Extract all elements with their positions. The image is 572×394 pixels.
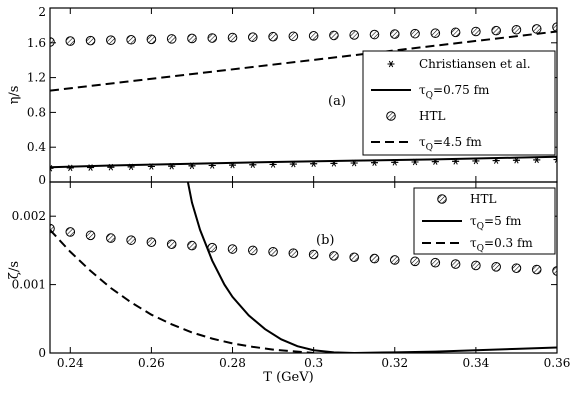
- legend-box: [362, 50, 556, 156]
- plot-area: [50, 182, 557, 353]
- data-point: [126, 235, 136, 245]
- data-point: [329, 30, 339, 41]
- data-point: [349, 252, 360, 263]
- data-point: [430, 28, 441, 39]
- data-point: [85, 230, 96, 241]
- data-point: [308, 31, 319, 41]
- legend-entry: Christiansen et al.: [419, 57, 531, 71]
- panel-label: (a): [328, 94, 346, 109]
- data-point: [50, 37, 55, 47]
- data-point: [369, 29, 380, 40]
- data-point: [389, 255, 400, 265]
- x-tick-label: 0.34: [463, 356, 490, 370]
- y-tick-label: 0.4: [27, 140, 46, 154]
- data-point: [187, 33, 197, 44]
- data-point: [106, 233, 116, 243]
- data-point: [349, 30, 360, 40]
- legend: Christiansen et al. τQ=0.75 fm HTL τQ=4.5 f…: [362, 50, 556, 156]
- y-tick-label: 0.002: [12, 209, 46, 223]
- x-tick-label: 0.36: [544, 356, 571, 370]
- series-line: [50, 155, 557, 169]
- panel-a: 0 0.4 0.8 1.2 1.6 2 η/s (a) Christiansen et al. τ…: [7, 5, 558, 187]
- x-tick-label: 0.26: [138, 356, 165, 370]
- data-point: [248, 245, 258, 256]
- panel-label: (b): [316, 233, 334, 248]
- data-point: [471, 260, 481, 271]
- data-point: [65, 227, 76, 237]
- data-point: [268, 246, 278, 257]
- y-axis-label: ζ/s: [7, 261, 22, 279]
- y-tick-label: 2: [38, 5, 46, 19]
- y-axis-label: η/s: [7, 86, 22, 105]
- x-tick-label: 0.32: [381, 356, 408, 370]
- legend-entry: τQ=5 fm: [470, 214, 522, 232]
- data-point: [166, 34, 177, 44]
- data-point: [410, 256, 420, 267]
- data-point: [491, 262, 501, 272]
- series-line: [50, 30, 557, 92]
- data-point: [552, 22, 557, 32]
- data-point: [288, 248, 299, 258]
- data-point: [552, 266, 557, 276]
- y-tick-label: 0.001: [12, 278, 46, 292]
- legend-entry: τQ=4.5 fm: [419, 135, 482, 153]
- data-point: [308, 249, 319, 260]
- y-tick-label: 0: [38, 173, 46, 187]
- data-point: [410, 28, 420, 39]
- data-point: [531, 264, 542, 275]
- data-point: [430, 257, 441, 268]
- data-point: [166, 239, 177, 250]
- legend-entry: HTL: [419, 109, 445, 123]
- data-point: [531, 24, 542, 34]
- data-point: [227, 32, 238, 43]
- data-point: [450, 259, 461, 269]
- data-point: [85, 35, 96, 46]
- x-tick-label: 0.24: [57, 356, 84, 370]
- data-point: [329, 251, 339, 261]
- y-tick-label: 0.8: [27, 105, 46, 119]
- data-point: [146, 237, 157, 247]
- y-tick-label: 0: [38, 346, 46, 360]
- plot-area: [50, 22, 557, 172]
- legend-entry: τQ=0.3 fm: [470, 236, 533, 254]
- legend-entry: HTL: [470, 192, 496, 206]
- data-point: [207, 33, 218, 43]
- x-axis-label: T (GeV): [263, 370, 313, 385]
- data-point: [268, 31, 278, 42]
- legend-swatch: [437, 194, 447, 204]
- legend-entry: τQ=0.75 fm: [419, 83, 490, 101]
- data-point: [146, 34, 157, 45]
- data-point: [389, 29, 400, 39]
- y-tick-label: 1.2: [27, 71, 46, 85]
- data-point: [65, 36, 76, 46]
- data-point: [369, 253, 380, 264]
- data-point: [511, 263, 522, 273]
- series-line: [186, 182, 557, 353]
- legend-swatch: [386, 111, 396, 121]
- data-point: [511, 24, 522, 35]
- data-point: [248, 32, 258, 42]
- series-line: [50, 229, 314, 353]
- data-point: [288, 31, 299, 42]
- data-point: [106, 35, 116, 45]
- data-point: [491, 25, 501, 36]
- legend: HTL τQ=5 fm τQ=0.3 fm: [413, 187, 556, 255]
- data-point: [471, 26, 481, 37]
- data-point: [187, 240, 197, 251]
- x-tick-label: 0.3: [304, 356, 323, 370]
- panel-b: 0 0.001 0.002 0.24 0.26 0.28 0.3 0.32 0.34 0.36 ζ/…: [7, 181, 571, 385]
- legend-swatch: [387, 60, 395, 68]
- data-point: [227, 244, 238, 254]
- x-tick-label: 0.28: [219, 356, 246, 370]
- data-point: [50, 223, 55, 234]
- data-point: [126, 34, 136, 45]
- data-point: [450, 27, 461, 38]
- y-tick-label: 1.6: [27, 36, 46, 50]
